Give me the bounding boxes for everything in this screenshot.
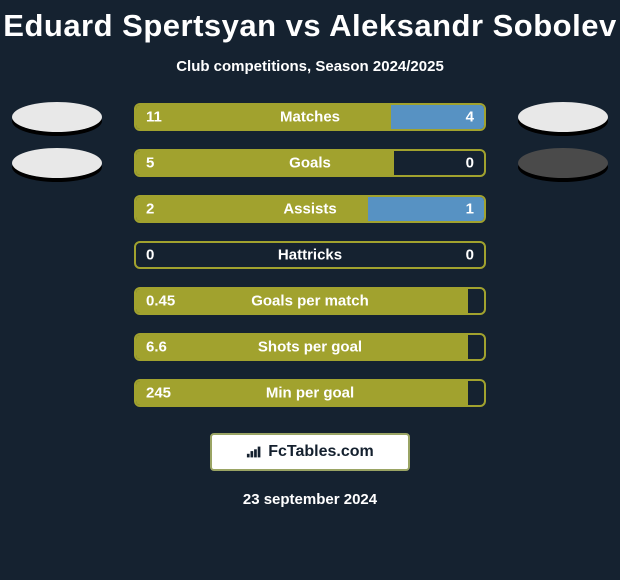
bar-track: 245 Min per goal — [134, 379, 486, 407]
metric-label: Min per goal — [266, 385, 354, 402]
metric-rows: 11 4 Matches 5 0 Goals 2 1 Assists 0 0 Hattricks 0.4… — [0, 103, 620, 407]
metric-row: 2 1 Assists — [0, 195, 620, 223]
brand-text: FcTables.com — [268, 443, 374, 461]
value-left: 11 — [146, 109, 162, 126]
metric-label: Matches — [280, 109, 340, 126]
bar-left-fill — [136, 105, 391, 129]
metric-label: Hattricks — [278, 247, 342, 264]
metric-label: Goals per match — [251, 293, 369, 310]
metric-label: Shots per goal — [258, 339, 362, 356]
value-left: 2 — [146, 201, 154, 218]
metric-label: Assists — [283, 201, 336, 218]
value-right: 1 — [466, 201, 474, 218]
bar-track: 0.45 Goals per match — [134, 287, 486, 315]
metric-row: 0 0 Hattricks — [0, 241, 620, 269]
bar-track: 6.6 Shots per goal — [134, 333, 486, 361]
bar-track: 0 0 Hattricks — [134, 241, 486, 269]
club-badge-right — [518, 102, 608, 132]
value-right: 0 — [466, 155, 474, 172]
club-badge-left — [12, 148, 102, 178]
value-right: 0 — [466, 247, 474, 264]
bars-icon — [246, 445, 264, 459]
bar-track: 11 4 Matches — [134, 103, 486, 131]
value-left: 6.6 — [146, 339, 167, 356]
subtitle: Club competitions, Season 2024/2025 — [0, 58, 620, 75]
club-badge-left — [12, 102, 102, 132]
value-left: 245 — [146, 385, 171, 402]
bar-left-fill — [136, 151, 394, 175]
bar-track: 2 1 Assists — [134, 195, 486, 223]
brand-badge: FcTables.com — [210, 433, 410, 471]
value-left: 5 — [146, 155, 154, 172]
metric-row: 11 4 Matches — [0, 103, 620, 131]
metric-row: 245 Min per goal — [0, 379, 620, 407]
comparison-card: Eduard Spertsyan vs Aleksandr Sobolev Cl… — [0, 0, 620, 580]
bar-track: 5 0 Goals — [134, 149, 486, 177]
value-left: 0 — [146, 247, 154, 264]
date-label: 23 september 2024 — [0, 491, 620, 508]
metric-label: Goals — [289, 155, 331, 172]
metric-row: 5 0 Goals — [0, 149, 620, 177]
club-badge-right — [518, 148, 608, 178]
value-right: 4 — [466, 109, 474, 126]
metric-row: 0.45 Goals per match — [0, 287, 620, 315]
value-left: 0.45 — [146, 293, 175, 310]
metric-row: 6.6 Shots per goal — [0, 333, 620, 361]
page-title: Eduard Spertsyan vs Aleksandr Sobolev — [0, 0, 620, 44]
